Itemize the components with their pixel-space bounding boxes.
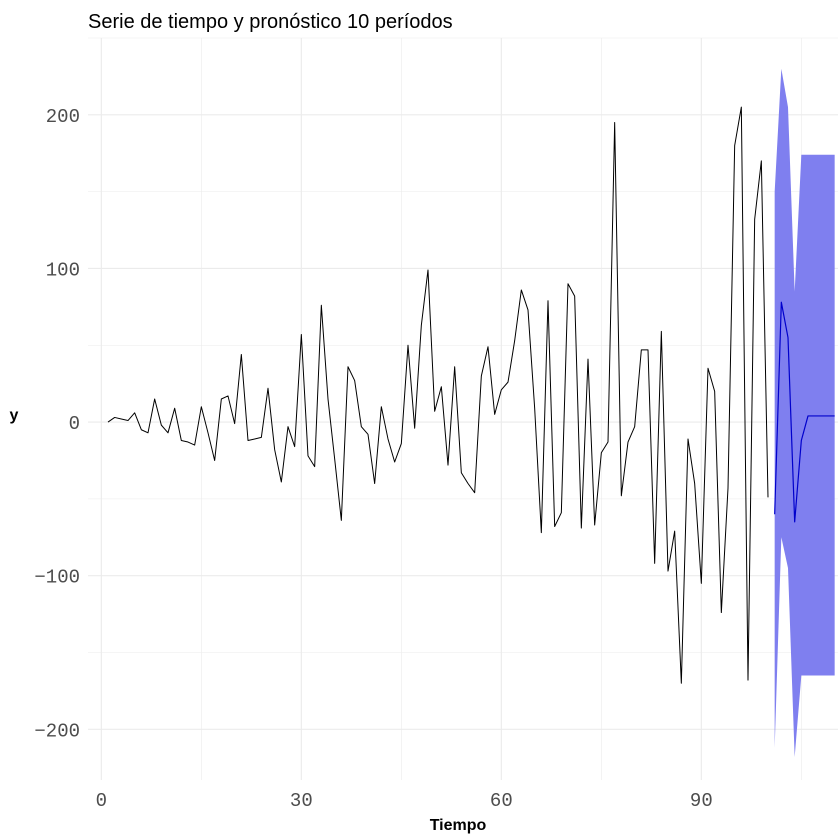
- forecast-mean-line: [774, 301, 835, 523]
- tick-labels: 0 30 60 90 −200 −100 0 100 200: [34, 106, 712, 812]
- series-line: [107, 106, 769, 684]
- y-tick-label: −200: [34, 720, 80, 742]
- y-tick-label: 0: [69, 413, 80, 435]
- x-axis-title: Tiempo: [430, 817, 487, 834]
- x-tick-label: 90: [690, 790, 713, 812]
- y-tick-label: 200: [46, 106, 80, 128]
- forecast-layer: [774, 301, 835, 523]
- x-tick-label: 60: [490, 790, 513, 812]
- series-layer: [107, 106, 769, 684]
- y-tick-label: −100: [34, 567, 80, 589]
- chart-title: Serie de tiempo y pronóstico 10 períodos: [88, 11, 453, 33]
- x-tick-label: 30: [290, 790, 313, 812]
- grid-major: [88, 38, 838, 780]
- forecast-interval-layer: [774, 68, 835, 757]
- y-tick-label: 100: [46, 259, 80, 281]
- x-tick-label: 0: [96, 790, 107, 812]
- forecast-interval-band: [774, 68, 835, 757]
- y-axis-title: y: [10, 407, 19, 424]
